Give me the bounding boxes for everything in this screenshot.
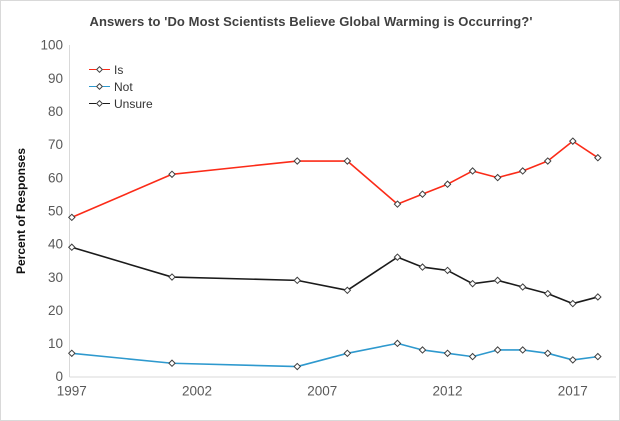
x-tick-label: 2017 <box>558 384 588 399</box>
data-point-marker-icon <box>493 173 502 182</box>
y-tick-label: 100 <box>40 38 63 53</box>
data-point-marker-icon <box>493 276 502 285</box>
is-series-marker-icon <box>89 65 110 74</box>
x-tick-label: 2007 <box>307 384 337 399</box>
data-point-marker-icon <box>393 339 402 348</box>
series-line-not <box>71 342 598 368</box>
data-point-marker-icon <box>343 349 352 358</box>
data-point-marker-icon <box>293 276 302 285</box>
data-point-marker-icon <box>293 362 302 371</box>
y-tick-label: 30 <box>48 270 63 285</box>
data-point-marker-icon <box>543 289 552 298</box>
data-point-marker-icon <box>343 157 352 165</box>
y-tick-label: 0 <box>55 369 63 384</box>
data-point-marker-icon <box>443 349 452 358</box>
y-tick-label: 20 <box>48 303 63 318</box>
data-point-marker-icon <box>67 349 76 358</box>
y-tick-label: 70 <box>48 137 63 152</box>
legend-item-is: Is <box>89 61 153 78</box>
data-point-marker-icon <box>568 356 577 364</box>
data-point-marker-icon <box>518 283 527 291</box>
x-tick-label: 2012 <box>433 384 463 399</box>
y-tick-label: 10 <box>48 336 63 351</box>
data-point-marker-icon <box>568 137 577 145</box>
data-point-marker-icon <box>393 200 402 208</box>
data-point-marker-icon <box>343 286 352 295</box>
y-tick-label: 80 <box>48 104 63 119</box>
legend: Is Not Unsure <box>89 61 153 112</box>
data-point-marker-icon <box>393 253 402 261</box>
data-point-marker-icon <box>468 279 477 288</box>
legend-label-unsure: Unsure <box>114 96 153 111</box>
data-point-marker-icon <box>418 346 427 354</box>
y-tick-label: 40 <box>48 237 63 252</box>
x-tick-label: 2002 <box>182 384 212 399</box>
legend-label-not: Not <box>114 79 133 94</box>
legend-label-is: Is <box>114 62 124 77</box>
series-line-is <box>71 140 599 219</box>
data-point-marker-icon <box>293 157 302 165</box>
data-point-marker-icon <box>168 170 176 179</box>
data-point-marker-icon <box>594 293 602 301</box>
data-point-marker-icon <box>594 153 602 162</box>
data-point-marker-icon <box>418 263 427 271</box>
data-point-marker-icon <box>443 266 452 275</box>
data-point-marker-icon <box>568 299 577 308</box>
chart-title: Answers to 'Do Most Scientists Believe G… <box>89 14 533 29</box>
legend-item-not: Not <box>89 78 153 95</box>
y-tick-label: 50 <box>48 203 63 218</box>
data-point-marker-icon <box>468 167 477 175</box>
data-point-marker-icon <box>67 243 76 252</box>
data-point-marker-icon <box>543 349 552 358</box>
data-point-marker-icon <box>594 352 602 361</box>
y-tick-label: 60 <box>48 170 63 185</box>
data-point-marker-icon <box>543 157 552 165</box>
data-point-marker-icon <box>518 167 527 175</box>
legend-item-unsure: Unsure <box>89 95 153 112</box>
data-point-marker-icon <box>493 346 502 354</box>
data-point-marker-icon <box>418 190 427 198</box>
data-point-marker-icon <box>67 213 76 222</box>
y-tick-label: 90 <box>48 71 63 86</box>
data-point-marker-icon <box>168 359 176 368</box>
x-tick-label: 1997 <box>57 384 87 399</box>
unsure-series-marker-icon <box>89 99 110 108</box>
not-series-marker-icon <box>89 82 110 91</box>
data-point-marker-icon <box>518 346 527 354</box>
data-point-marker-icon <box>443 180 452 189</box>
data-point-marker-icon <box>468 352 477 361</box>
series-line-unsure <box>71 246 599 305</box>
data-point-marker-icon <box>168 273 176 281</box>
